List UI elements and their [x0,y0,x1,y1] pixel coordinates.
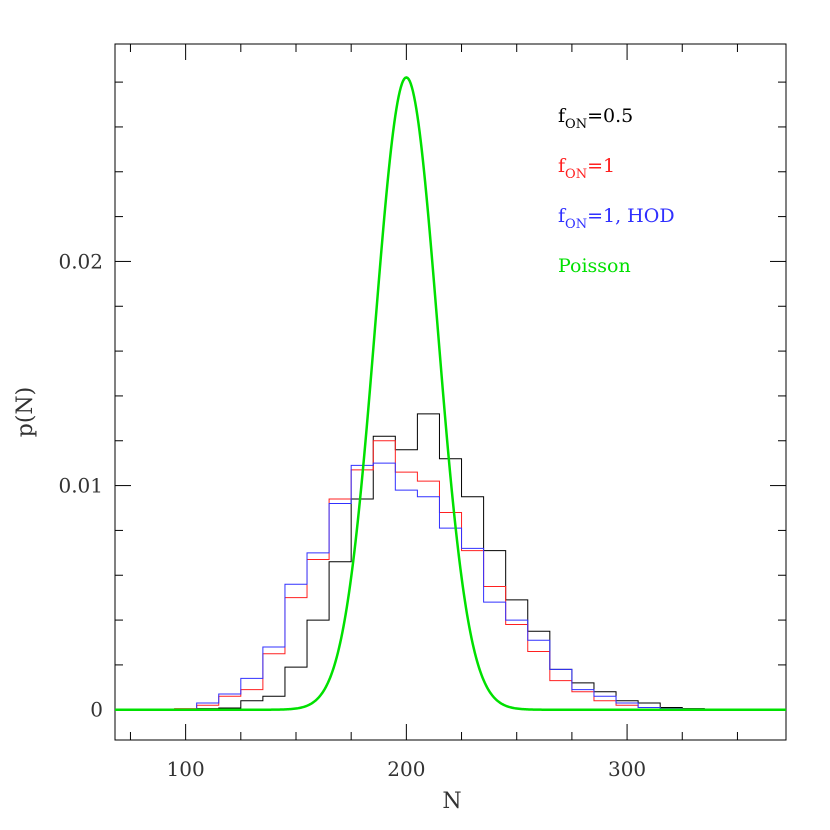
axis-ticks [115,44,786,740]
legend-entry-rest: =0.5 [587,105,633,127]
legend-entry: fON=0.5 [558,105,633,132]
legend-entry-rest: =1, HOD [587,205,674,227]
x-tick-label: 100 [167,757,205,781]
legend-entry-label: f [558,205,567,227]
plot-frame [114,43,787,741]
series-f-on-1-hod [130,462,771,711]
y-tick-label: 0.02 [58,249,103,273]
legend-entry-rest: =1 [587,155,615,177]
y-tick-label: 0.01 [58,474,103,498]
x-tick-label: 300 [608,757,646,781]
y-axis-label: p(N) [13,387,38,438]
plot-frame-border [114,43,787,741]
legend-entry: Poisson [558,255,631,277]
series-group [115,76,786,711]
y-tick-label: 0 [90,698,103,722]
series-f-on-0-5 [130,413,771,711]
legend-entry: fON=1 [558,155,615,182]
legend-entry: fON=1, HOD [558,205,675,232]
series-poisson [115,76,786,711]
legend-entry-subscript: ON [565,217,587,232]
legend-entry-label: f [558,105,567,127]
tick-labels: 100 200 300 0 0.01 0.02 [58,249,646,781]
legend-entry-subscript: ON [565,117,587,132]
legend-entry-subscript: ON [565,167,587,182]
legend-entry-label: Poisson [558,255,631,277]
x-axis-label: N [442,789,461,814]
legend-entry-label: f [558,155,567,177]
x-tick-label: 200 [387,757,425,781]
